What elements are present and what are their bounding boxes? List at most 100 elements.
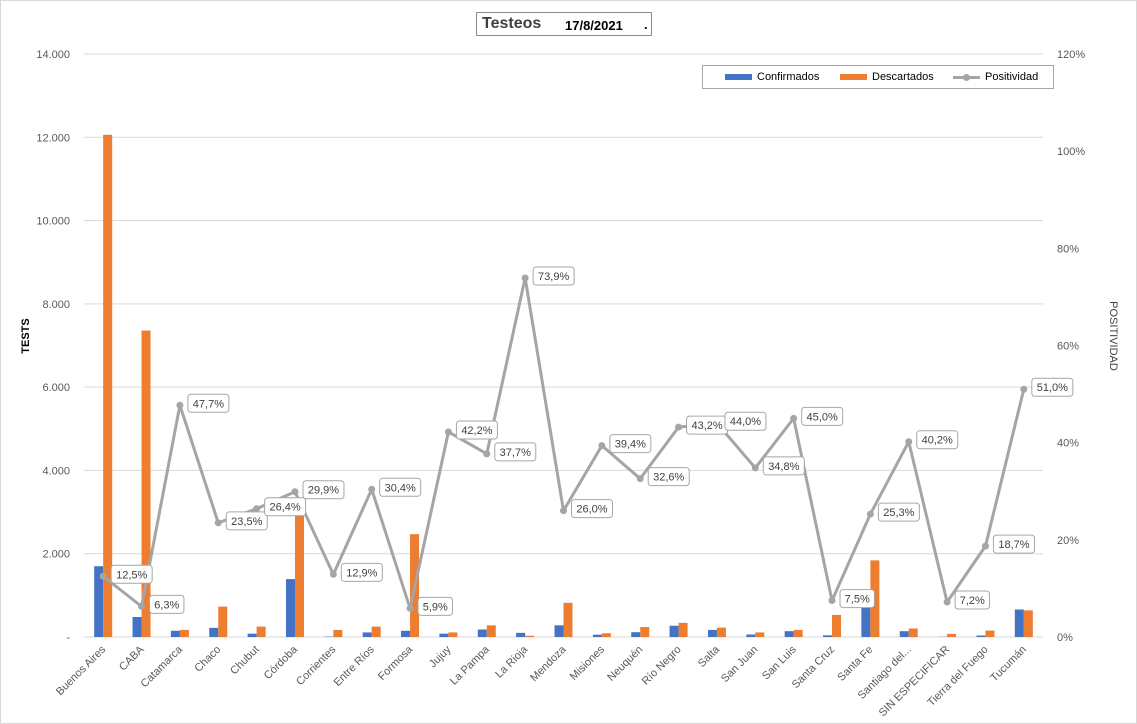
y-tick-label-left: 10.000 — [36, 216, 70, 228]
x-tick-label: Misiones — [568, 643, 608, 683]
positivity-point — [291, 488, 299, 496]
x-tick-label: Entre Ríos — [332, 643, 378, 689]
data-label-box — [916, 430, 959, 450]
bar-confirmados — [247, 633, 257, 637]
positivity-data-label: 26,4% — [264, 497, 307, 517]
y-tick-label-right: 120% — [1057, 49, 1085, 61]
data-label-text: 26,4% — [270, 502, 301, 514]
positivity-data-label: 73,9% — [532, 266, 575, 286]
y-tick-label-left: 4.000 — [42, 465, 70, 477]
positivity-point — [406, 604, 414, 612]
positivity-data-label: 12,5% — [110, 564, 153, 584]
data-label-text: 7,5% — [845, 594, 870, 606]
x-tick-label: Chubut — [228, 644, 262, 678]
x-tick-label: Río Negro — [640, 644, 684, 688]
positivity-point — [981, 542, 989, 550]
y-tick-label-left: - — [66, 632, 70, 644]
bar-descartados — [218, 606, 228, 637]
x-tick-label: Jujuy — [427, 643, 454, 670]
data-label-text: 5,9% — [423, 601, 448, 613]
positivity-data-label: 5,9% — [417, 596, 453, 616]
bar-confirmados — [631, 632, 641, 637]
data-label-box — [839, 589, 875, 609]
positivity-line — [102, 276, 1026, 610]
data-label-box — [1031, 377, 1074, 397]
data-label-text: 44,0% — [730, 416, 761, 428]
positivity-data-label: 47,7% — [187, 393, 230, 413]
data-label-box — [225, 511, 268, 531]
x-tick-label: Tucumán — [988, 644, 1029, 685]
positivity-point — [253, 505, 261, 513]
y-tick-label-right: 20% — [1057, 535, 1079, 547]
positivity-point — [943, 598, 951, 606]
positivity-data-label: 43,2% — [686, 415, 729, 435]
positivity-point — [905, 438, 913, 446]
positivity-point — [176, 401, 184, 409]
x-tick-label: La Pampa — [448, 643, 493, 688]
positivity-data-label: 37,7% — [494, 442, 537, 462]
bar-confirmados — [707, 629, 717, 637]
bar-descartados — [716, 627, 726, 637]
bar-confirmados — [94, 566, 104, 637]
data-label-box — [264, 497, 307, 517]
x-tick-label: La Rioja — [493, 643, 531, 681]
positivity-point — [675, 423, 683, 431]
x-tick-label: San Luis — [760, 643, 799, 682]
data-label-box — [494, 442, 537, 462]
y-tick-label-right: 0% — [1057, 632, 1073, 644]
bar-descartados — [832, 614, 842, 637]
data-label-text: 73,9% — [538, 271, 569, 283]
bar-confirmados — [516, 632, 526, 637]
positivity-point — [1020, 385, 1028, 393]
positivity-point — [99, 572, 107, 580]
positivity-data-label: 30,4% — [379, 477, 422, 497]
data-label-text: 18,7% — [998, 539, 1029, 551]
chart-legend: Confirmados Descartados Positividad — [702, 65, 1054, 89]
bar-confirmados — [285, 579, 295, 637]
bar-confirmados — [784, 631, 794, 637]
positivity-data-label: 7,5% — [839, 589, 875, 609]
data-label-text: 29,9% — [308, 485, 339, 497]
data-label-box — [647, 467, 690, 487]
bar-confirmados — [669, 625, 679, 637]
data-label-text: 26,0% — [576, 504, 607, 516]
data-label-box — [762, 456, 805, 476]
bar-descartados — [179, 629, 189, 637]
data-label-text: 25,3% — [883, 507, 914, 519]
bar-descartados — [601, 633, 611, 637]
legend-item-descartados: Descartados — [840, 71, 934, 83]
x-tick-label: Mendoza — [528, 643, 569, 684]
bar-descartados — [141, 330, 151, 637]
data-label-text: 7,2% — [960, 595, 985, 607]
bar-descartados — [755, 632, 765, 637]
data-label-text: 42,2% — [461, 425, 492, 437]
data-label-text: 47,7% — [193, 398, 224, 410]
positivity-data-label: 18,7% — [992, 534, 1035, 554]
legend-swatch-positividad — [953, 73, 980, 81]
data-label-box — [455, 420, 498, 440]
x-tick-label: Salta — [696, 643, 723, 670]
data-label-box — [801, 406, 844, 426]
data-label-text: 51,0% — [1037, 382, 1068, 394]
bar-confirmados — [861, 599, 871, 637]
positivity-point — [444, 428, 452, 436]
positivity-data-label: 32,6% — [647, 467, 690, 487]
bar-descartados — [1023, 610, 1033, 637]
x-tick-label: Formosa — [376, 643, 416, 683]
bar-descartados — [486, 625, 496, 637]
y-tick-label-left: 6.000 — [42, 382, 70, 394]
bar-descartados — [985, 630, 995, 637]
data-label-text: 45,0% — [807, 411, 838, 423]
positivity-data-label: 12,9% — [340, 562, 383, 582]
data-label-text: 32,6% — [653, 472, 684, 484]
data-label-text: 37,7% — [500, 447, 531, 459]
data-label-box — [110, 564, 153, 584]
data-label-text: 34,8% — [768, 461, 799, 473]
positivity-point — [598, 442, 606, 450]
chart-title: Testeos — [482, 15, 542, 32]
chart-title-date: 17/8/2021 — [565, 18, 623, 33]
x-tick-label: Córdoba — [262, 643, 301, 682]
bar-descartados — [256, 626, 266, 637]
bar-confirmados — [401, 630, 411, 637]
bar-confirmados — [823, 635, 833, 637]
